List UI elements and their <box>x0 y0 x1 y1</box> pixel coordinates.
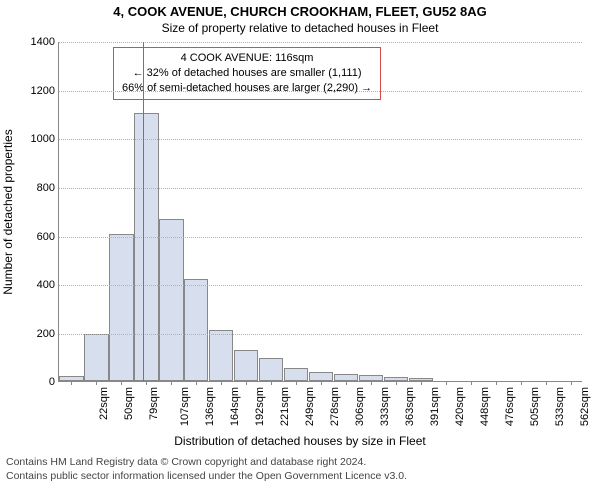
x-tick <box>246 381 247 385</box>
x-tick <box>396 381 397 385</box>
bar <box>284 368 308 381</box>
x-tick-label: 164sqm <box>229 387 241 426</box>
page-title: 4, COOK AVENUE, CHURCH CROOKHAM, FLEET, … <box>0 0 600 20</box>
bar <box>109 234 133 381</box>
page-subtitle: Size of property relative to detached ho… <box>0 20 600 36</box>
annotation-line: ← 32% of detached houses are smaller (1,… <box>122 66 372 81</box>
x-tick <box>371 381 372 385</box>
grid-line <box>59 237 582 238</box>
grid-line <box>59 334 582 335</box>
annotation-line: 4 COOK AVENUE: 116sqm <box>122 51 372 66</box>
y-tick-label: 800 <box>37 182 59 194</box>
grid-line <box>59 42 582 43</box>
x-tick <box>571 381 572 385</box>
bar <box>84 334 108 381</box>
x-tick-label: 306sqm <box>354 387 366 426</box>
footer-line-2: Contains public sector information licen… <box>6 470 594 484</box>
bar <box>209 330 233 381</box>
x-tick <box>446 381 447 385</box>
x-tick <box>96 381 97 385</box>
bar <box>309 372 333 382</box>
x-tick <box>171 381 172 385</box>
x-tick-label: 420sqm <box>454 387 466 426</box>
y-tick-label: 0 <box>49 376 59 388</box>
x-tick <box>121 381 122 385</box>
x-tick <box>146 381 147 385</box>
x-tick <box>271 381 272 385</box>
x-tick-label: 363sqm <box>404 387 416 426</box>
x-tick <box>346 381 347 385</box>
annotation-line: 66% of semi-detached houses are larger (… <box>122 81 372 96</box>
y-tick-label: 1200 <box>31 85 59 97</box>
x-tick-label: 333sqm <box>379 387 391 426</box>
reference-line <box>143 42 144 381</box>
bar <box>184 279 208 381</box>
y-tick-label: 400 <box>37 279 59 291</box>
bar <box>259 358 283 381</box>
x-tick-label: 50sqm <box>123 387 135 420</box>
y-tick-label: 1000 <box>31 133 59 145</box>
x-tick <box>221 381 222 385</box>
grid-line <box>59 188 582 189</box>
x-tick <box>546 381 547 385</box>
grid-line <box>59 139 582 140</box>
x-tick-label: 22sqm <box>99 387 111 420</box>
x-tick-label: 192sqm <box>254 387 266 426</box>
x-tick-label: 278sqm <box>329 387 341 426</box>
y-tick-label: 200 <box>37 328 59 340</box>
plot-area: 4 COOK AVENUE: 116sqm← 32% of detached h… <box>58 42 582 382</box>
x-tick-label: 448sqm <box>479 387 491 426</box>
footer-line-1: Contains HM Land Registry data © Crown c… <box>6 456 594 470</box>
x-tick <box>296 381 297 385</box>
x-tick-label: 533sqm <box>554 387 566 426</box>
y-tick-label: 1400 <box>31 36 59 48</box>
x-tick-label: 562sqm <box>579 387 591 426</box>
histogram-chart: Number of detached properties 4 COOK AVE… <box>58 42 582 382</box>
annotation-box: 4 COOK AVENUE: 116sqm← 32% of detached h… <box>113 47 381 100</box>
x-tick <box>196 381 197 385</box>
y-tick-label: 600 <box>37 231 59 243</box>
x-tick-label: 505sqm <box>529 387 541 426</box>
x-tick <box>321 381 322 385</box>
grid-line <box>59 285 582 286</box>
y-axis-label: Number of detached properties <box>1 130 15 295</box>
bar <box>334 374 358 381</box>
x-tick <box>521 381 522 385</box>
x-tick-label: 391sqm <box>429 387 441 426</box>
x-tick <box>71 381 72 385</box>
grid-line <box>59 91 582 92</box>
bar <box>134 113 158 381</box>
x-tick <box>421 381 422 385</box>
x-tick-label: 136sqm <box>204 387 216 426</box>
x-tick-label: 79sqm <box>148 387 160 420</box>
x-tick-label: 476sqm <box>504 387 516 426</box>
x-tick <box>496 381 497 385</box>
footer: Contains HM Land Registry data © Crown c… <box>0 448 600 483</box>
x-axis-label: Distribution of detached houses by size … <box>0 434 600 448</box>
x-tick-label: 221sqm <box>279 387 291 426</box>
bar <box>234 350 258 382</box>
x-tick-label: 107sqm <box>179 387 191 426</box>
x-tick-label: 249sqm <box>304 387 316 426</box>
bar <box>159 219 183 382</box>
x-tick <box>471 381 472 385</box>
